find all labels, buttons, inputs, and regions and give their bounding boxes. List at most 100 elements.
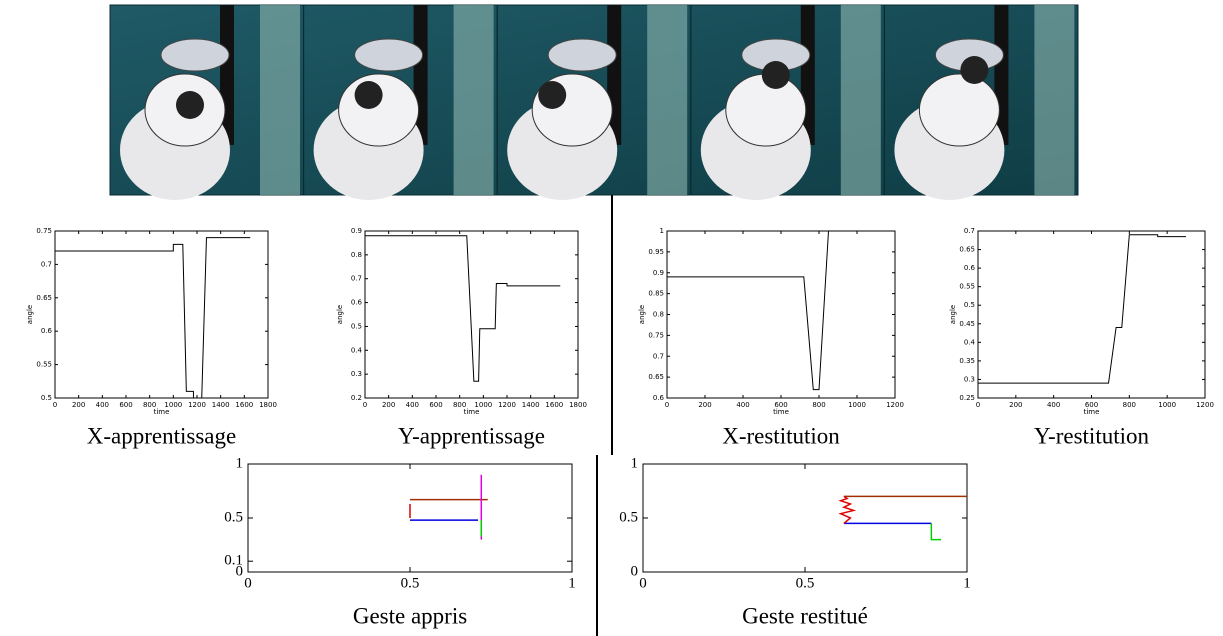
x-tick-label: 0.5 — [401, 575, 420, 591]
y-axis-label: angle — [26, 305, 34, 324]
x-tick-label: 200 — [1009, 401, 1022, 409]
x-tick-label: 400 — [1047, 401, 1060, 409]
x-tick-label: 1000 — [1158, 401, 1176, 409]
y-tick-label: 0.3 — [351, 370, 362, 378]
y-axis-label: angle — [336, 305, 344, 324]
caption: Geste appris — [353, 603, 467, 628]
caption: Y-apprentissage — [398, 423, 545, 448]
y-tick-label: 0.35 — [959, 357, 975, 365]
y-tick-label: 0.7 — [964, 227, 975, 235]
y-tick-label: 0.25 — [959, 394, 975, 402]
x-tick-label: 800 — [1123, 401, 1136, 409]
data-line — [978, 234, 1187, 384]
y-tick-label: 0.85 — [648, 290, 664, 298]
x-tick-label: 400 — [96, 401, 109, 409]
x-tick-label: 1800 — [569, 401, 587, 409]
x-tick-label: 0 — [363, 401, 367, 409]
x-tick-label: 1200 — [498, 401, 516, 409]
backdrop-panel — [840, 5, 881, 195]
data-line — [55, 237, 251, 399]
x-tick-label: 0 — [244, 575, 252, 591]
x-tick-label: 0 — [639, 575, 647, 591]
x-tick-label: 1200 — [1196, 401, 1214, 409]
y-tick-label: 0.6 — [41, 327, 53, 335]
y-tick-label: 0.55 — [36, 361, 52, 369]
x-axis-label: time — [464, 408, 480, 416]
x-axis-label: time — [773, 408, 789, 416]
backdrop-panel — [260, 5, 300, 195]
y-tick-label: 0.65 — [648, 373, 664, 381]
data-line — [838, 495, 857, 524]
caption: Geste restitué — [742, 603, 868, 628]
y-tick-label: 0.7 — [41, 260, 52, 268]
x-tick-label: 1 — [963, 575, 971, 591]
x-tick-label: 200 — [698, 401, 711, 409]
plot-frame — [364, 230, 579, 399]
x-tick-label: 1400 — [522, 401, 540, 409]
y-tick-label: 0.55 — [959, 283, 975, 291]
y-tick-label: 0.4 — [351, 346, 363, 354]
y-tick-label: 0.45 — [959, 320, 975, 328]
y-tick-label: 0.75 — [648, 331, 664, 339]
x-tick-label: 1800 — [259, 401, 277, 409]
x-tick-label: 1600 — [545, 401, 563, 409]
backdrop-panel — [1034, 5, 1075, 195]
y-tick-label: 0.2 — [351, 394, 362, 402]
y-tick-label: 1 — [631, 455, 639, 471]
y-tick-label: 0.5 — [224, 509, 243, 525]
robot-arm — [960, 56, 989, 84]
x-axis-label: time — [1084, 408, 1100, 416]
y-tick-label: 0 — [631, 563, 639, 579]
x-tick-label: 1400 — [212, 401, 230, 409]
x-tick-label: 600 — [429, 401, 442, 409]
caption: Y-restitution — [1034, 423, 1149, 448]
x-tick-label: 200 — [72, 401, 85, 409]
y-tick-label: 0.8 — [653, 311, 664, 319]
robot-arm — [761, 61, 790, 89]
y-tick-label: 0.65 — [36, 294, 52, 302]
caption: X-restitution — [722, 423, 840, 448]
robot-arm — [354, 81, 383, 109]
y-tick-label: 0.65 — [959, 246, 975, 254]
plot-frame — [666, 230, 896, 399]
backdrop-panel — [453, 5, 494, 195]
robot-head — [547, 38, 617, 72]
x-tick-label: 0.5 — [796, 575, 815, 591]
y-tick-label: 0.4 — [964, 338, 976, 346]
robot-torso — [338, 73, 420, 147]
y-tick-label: 0.7 — [351, 275, 362, 283]
y-tick-label: 0 — [236, 563, 244, 579]
photo-frame — [883, 4, 1079, 196]
x-axis-label: time — [154, 408, 170, 416]
data-line — [365, 235, 561, 382]
robot-head — [160, 38, 230, 72]
x-tick-label: 400 — [406, 401, 419, 409]
y-tick-label: 0.5 — [619, 509, 638, 525]
x-tick-label: 800 — [143, 401, 156, 409]
x-tick-label: 800 — [812, 401, 825, 409]
x-tick-label: 1000 — [848, 401, 866, 409]
y-tick-label: 0.5 — [41, 394, 52, 402]
y-tick-label: 0.5 — [351, 322, 362, 330]
x-tick-label: 0 — [53, 401, 57, 409]
data-line — [930, 523, 942, 541]
x-tick-label: 1200 — [188, 401, 206, 409]
y-tick-label: 0.7 — [653, 352, 664, 360]
x-tick-label: 1200 — [886, 401, 904, 409]
y-tick-label: 0.3 — [964, 375, 975, 383]
plot-frame — [642, 463, 968, 573]
y-tick-label: 0.8 — [351, 251, 362, 259]
y-tick-label: 1 — [660, 227, 664, 235]
x-tick-label: 400 — [736, 401, 749, 409]
y-tick-label: 0.6 — [653, 394, 665, 402]
y-tick-label: 0.6 — [964, 264, 976, 272]
robot-head — [354, 38, 424, 72]
y-tick-label: 0.1 — [224, 553, 243, 569]
x-tick-label: 0 — [665, 401, 669, 409]
robot-torso — [725, 73, 807, 147]
y-tick-label: 0.9 — [653, 269, 664, 277]
y-tick-label: 0.5 — [964, 301, 975, 309]
x-tick-label: 0 — [976, 401, 980, 409]
y-tick-label: 1 — [236, 455, 244, 471]
